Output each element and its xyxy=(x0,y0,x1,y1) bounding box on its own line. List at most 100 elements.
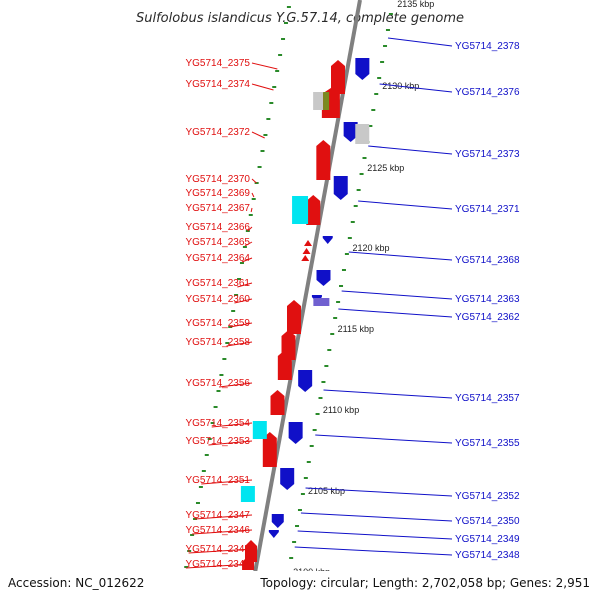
ring-tick xyxy=(242,246,247,248)
gene-label: YG5714_2355 xyxy=(455,438,520,449)
ring-tick xyxy=(198,486,203,488)
reverse-gene-glyph xyxy=(316,270,331,286)
label-leader-line xyxy=(358,200,453,210)
ring-tick xyxy=(187,550,192,552)
gene-label: YG5714_2352 xyxy=(455,491,520,502)
ring-tick xyxy=(201,470,206,472)
ring-tick xyxy=(234,294,239,296)
ring-tick xyxy=(204,454,209,456)
gene-label: YG5714_2350 xyxy=(455,516,520,527)
label-leader-line xyxy=(192,529,253,535)
ring-tick xyxy=(210,422,215,424)
ring-tick xyxy=(321,381,326,383)
gene-label: YG5714_2351 xyxy=(185,475,250,486)
ring-tick xyxy=(359,173,364,175)
reverse-gene-glyph xyxy=(355,58,370,80)
ring-tick xyxy=(222,358,227,360)
ring-tick xyxy=(371,109,376,111)
ring-tick xyxy=(272,86,277,88)
ring-tick xyxy=(266,118,271,120)
label-leader-line xyxy=(341,290,453,300)
ring-tick xyxy=(356,189,361,191)
gene-label: YG5714_2360 xyxy=(185,294,250,305)
ring-tick xyxy=(295,525,300,527)
label-leader-line xyxy=(338,308,453,318)
ring-tick xyxy=(383,45,388,47)
label-leader-line xyxy=(348,251,453,261)
ring-tick xyxy=(339,285,344,287)
gene-label: YG5714_2364 xyxy=(185,253,250,264)
ring-tick xyxy=(303,477,308,479)
kbp-label: 2125 kbp xyxy=(367,163,404,173)
ring-tick xyxy=(377,77,382,79)
label-leader-line xyxy=(251,178,257,184)
rna-gene-glyph xyxy=(292,196,309,224)
ring-tick xyxy=(336,301,341,303)
ring-tick xyxy=(237,278,242,280)
reverse-gene-glyph xyxy=(322,236,333,244)
gene-label: YG5714_2361 xyxy=(185,278,250,289)
kbp-label: 2115 kbp xyxy=(338,324,374,334)
gene-label: YG5714_2367 xyxy=(185,203,250,214)
ring-tick xyxy=(216,390,221,392)
gene-label: YG5714_2349 xyxy=(455,534,520,545)
gene-label: YG5714_2346 xyxy=(185,525,250,536)
gene-label: YG5714_2345 xyxy=(185,544,250,555)
kbp-label: 2120 kbp xyxy=(353,243,390,253)
label-leader-line xyxy=(218,382,253,388)
ring-tick xyxy=(278,54,283,56)
gene-label: YG5714_2365 xyxy=(185,237,250,248)
ring-tick xyxy=(263,134,268,136)
label-leader-line xyxy=(315,434,453,444)
forward-gene-glyph xyxy=(270,390,285,415)
accession-text: Accession: NC_012622 xyxy=(8,576,144,590)
label-leader-line xyxy=(241,257,253,263)
ring-tick xyxy=(368,125,373,127)
forward-gene-labels: YG5714_2375 YG5714_2374 YG5714_2372 YG5714_… xyxy=(185,58,278,570)
gene-label: YG5714_2374 xyxy=(185,79,250,90)
forward-gene-glyph xyxy=(306,195,321,225)
forward-gene-glyph xyxy=(277,350,292,380)
ring-tick xyxy=(289,557,294,559)
gene-label: YG5714_2373 xyxy=(455,149,520,160)
reverse-gene-glyph xyxy=(298,370,313,392)
ring-tick xyxy=(297,509,302,511)
ring-tick xyxy=(341,269,346,271)
ring-tick xyxy=(231,310,236,312)
rna-gene-glyph xyxy=(240,486,255,502)
gene-label: YG5714_2356 xyxy=(185,378,250,389)
ring-tick xyxy=(207,438,212,440)
ring-tick xyxy=(353,205,358,207)
reverse-gene-glyph xyxy=(333,176,348,200)
reverse-gene-glyph xyxy=(343,122,358,142)
forward-gene-glyph xyxy=(302,248,311,254)
ring-tick xyxy=(292,541,297,543)
gene-label: YG5714_2347 xyxy=(185,510,250,521)
ring-tick xyxy=(324,365,329,367)
gene-label: YG5714_2372 xyxy=(185,127,250,138)
label-leader-line xyxy=(185,563,253,569)
ring-tick xyxy=(184,566,189,568)
label-leader-line xyxy=(229,322,253,328)
ring-ticks xyxy=(184,6,393,575)
ring-tick xyxy=(225,342,230,344)
reverse-gene-glyph xyxy=(288,422,303,444)
ring-tick xyxy=(213,406,218,408)
forward-gene-glyph xyxy=(304,240,312,246)
reverse-gene-glyph xyxy=(280,468,295,490)
ring-tick xyxy=(385,29,390,31)
pseudogene-glyph xyxy=(323,92,330,110)
label-leader-line xyxy=(194,514,253,520)
ring-tick xyxy=(254,182,259,184)
label-leader-line xyxy=(244,241,253,247)
map-title: Sulfolobus islandicus Y.G.57.14, complet… xyxy=(136,11,464,26)
pseudogene-glyph xyxy=(355,124,370,144)
ring-tick xyxy=(306,461,311,463)
reverse-gene-glyph xyxy=(268,530,279,538)
rna-gene-glyph xyxy=(252,421,267,439)
ring-tick xyxy=(333,317,338,319)
forward-gene-glyph xyxy=(242,556,255,570)
label-leader-line xyxy=(294,546,453,556)
